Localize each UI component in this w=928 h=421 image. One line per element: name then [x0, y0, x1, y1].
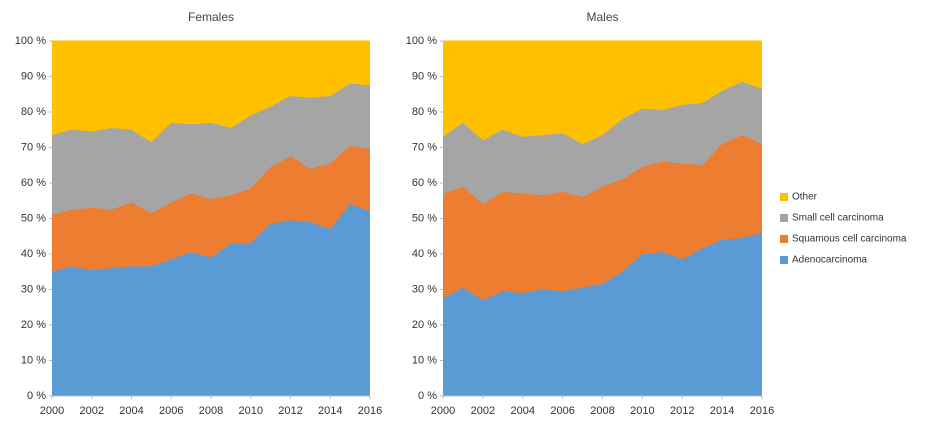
legend-label: Small cell carcinoma — [792, 213, 884, 224]
area-fill — [443, 41, 762, 144]
x-tick-label: 2004 — [119, 405, 143, 417]
x-tick-label: 2004 — [511, 405, 535, 417]
y-tick-label: 70 % — [21, 141, 46, 153]
legend-swatch — [780, 256, 788, 264]
y-tick-label: 10 % — [412, 354, 437, 366]
y-tick-label: 30 % — [21, 283, 46, 295]
y-tick-label: 20 % — [412, 319, 437, 331]
chart-title: Females — [188, 10, 234, 24]
y-tick-label: 70 % — [412, 141, 437, 153]
y-tick-label: 0 % — [418, 390, 437, 402]
y-tick-label: 60 % — [21, 177, 46, 189]
x-tick-label: 2016 — [358, 405, 382, 417]
legend-swatch — [780, 235, 788, 243]
x-tick-label: 2000 — [40, 405, 64, 417]
area-fill — [52, 41, 370, 143]
y-tick-label: 40 % — [412, 248, 437, 260]
area-fill — [443, 232, 762, 396]
y-tick-label: 80 % — [412, 106, 437, 118]
y-tick-label: 80 % — [21, 106, 46, 118]
legend-label: Adenocarcinoma — [792, 255, 867, 266]
y-tick-label: 0 % — [27, 390, 46, 402]
x-tick-label: 2008 — [590, 405, 614, 417]
y-tick-label: 40 % — [21, 248, 46, 260]
x-tick-label: 2002 — [471, 405, 495, 417]
area-fill — [52, 145, 370, 272]
y-tick-label: 100 % — [15, 35, 46, 47]
x-tick-label: 2012 — [278, 405, 302, 417]
x-tick-label: 2012 — [670, 405, 694, 417]
chart-title: Males — [586, 10, 618, 24]
y-tick-label: 90 % — [412, 70, 437, 82]
legend-label: Other — [792, 192, 818, 203]
area-fill — [443, 135, 762, 301]
area-fill — [52, 83, 370, 215]
area-fill — [52, 204, 370, 396]
x-tick-label: 2016 — [750, 405, 774, 417]
y-tick-label: 10 % — [21, 354, 46, 366]
legend-swatch — [780, 193, 788, 201]
y-tick-label: 100 % — [406, 35, 437, 47]
y-tick-label: 50 % — [412, 212, 437, 224]
x-tick-label: 2014 — [318, 405, 342, 417]
legend-swatch — [780, 214, 788, 222]
x-tick-label: 2006 — [159, 405, 183, 417]
legend-label: Squamous cell carcinoma — [792, 234, 907, 245]
y-tick-label: 30 % — [412, 283, 437, 295]
y-tick-label: 50 % — [21, 212, 46, 224]
x-tick-label: 2000 — [431, 405, 455, 417]
x-tick-label: 2008 — [199, 405, 223, 417]
y-tick-label: 60 % — [412, 177, 437, 189]
y-tick-label: 90 % — [21, 70, 46, 82]
y-tick-label: 20 % — [21, 319, 46, 331]
x-tick-label: 2010 — [239, 405, 263, 417]
x-tick-label: 2006 — [550, 405, 574, 417]
x-tick-label: 2002 — [80, 405, 104, 417]
x-tick-label: 2014 — [710, 405, 734, 417]
x-tick-label: 2010 — [630, 405, 654, 417]
area-fill — [443, 81, 762, 205]
